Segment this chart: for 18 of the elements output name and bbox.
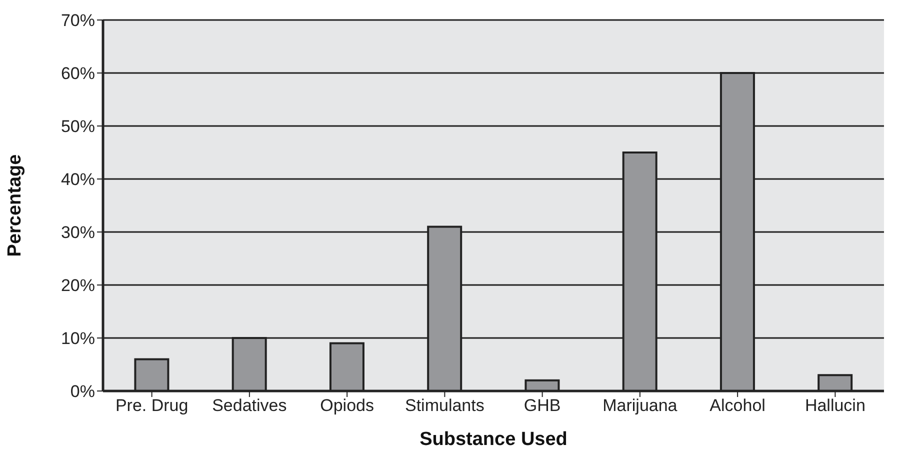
x-tick-label: Opiods [320,396,374,416]
x-tick-label: Alcohol [710,396,766,416]
x-tick-label: Pre. Drug [115,396,188,416]
x-tick-label: Marijuana [602,396,678,416]
x-tick-label: Hallucin [804,396,866,416]
y-tick-label: 0% [70,382,95,402]
y-tick-label: 10% [60,329,95,348]
x-tick-label: Stimulants [405,396,484,416]
x-tick-label: GHB [524,396,561,416]
y-tick-label: 60% [60,64,95,84]
x-axis-title: Substance Used [420,429,568,450]
y-tick-label: 40% [60,170,95,190]
y-tick-label: 50% [60,117,95,136]
y-tick-label: 70% [60,11,95,30]
y-axis-title: Percentage [4,154,26,257]
y-tick-label: 20% [60,276,95,296]
x-tick-label: Sedatives [212,396,287,416]
y-tick-label: 30% [60,223,95,242]
